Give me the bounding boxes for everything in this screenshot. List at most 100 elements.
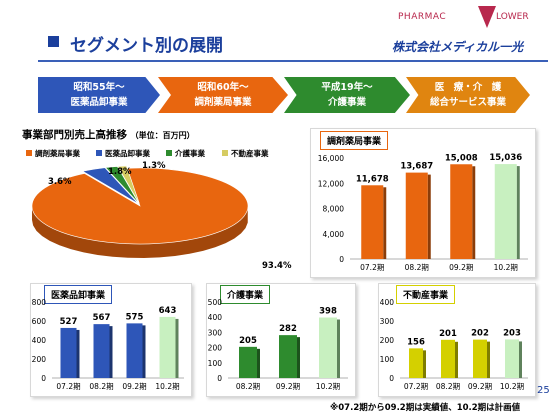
- bar: [279, 335, 297, 378]
- bar-value-label: 282: [279, 324, 297, 334]
- legend-label: 介護事業: [175, 149, 205, 158]
- pie-value-label: 1.8%: [108, 167, 132, 177]
- x-tick-label: 07.2期: [56, 382, 80, 391]
- bar: [319, 317, 337, 378]
- bar: [505, 339, 519, 378]
- bar-value-label: 11,678: [356, 174, 389, 184]
- bar-value-label: 527: [60, 317, 78, 327]
- timeline-step-care: 平成19年〜 介護事業: [284, 77, 410, 113]
- panel-title-care: 介護事業: [220, 285, 271, 304]
- page-number: 25: [537, 385, 550, 396]
- legend-item-wholesale: 医薬品卸事業: [96, 148, 150, 159]
- bar-side: [427, 174, 431, 259]
- x-tick-label: 10.2期: [494, 263, 518, 272]
- y-tick-label: 200: [208, 344, 223, 353]
- bar-value-label: 575: [126, 312, 144, 322]
- logo-text-left: PHARMAC: [398, 12, 447, 22]
- bar-chart-wholesale: 0 200 400 600 800 527 07.2期 567 08.2期 575 09.2期 643…: [32, 298, 184, 391]
- header-divider: [38, 60, 548, 62]
- bar: [361, 185, 384, 259]
- bar-side: [337, 319, 340, 378]
- pie-section-title: 事業部門別売上高推移 （単位：百万円）: [22, 127, 195, 142]
- bar: [126, 323, 143, 378]
- legend-swatch: [26, 150, 32, 156]
- timeline-business: 調剤薬局事業: [194, 97, 252, 108]
- timeline-step-general: 医 療・介 護 総合サービス事業: [406, 77, 530, 113]
- y-tick-label: 0: [389, 374, 394, 383]
- y-tick-label: 100: [208, 359, 223, 368]
- y-tick-label: 400: [208, 313, 223, 322]
- bar: [93, 324, 110, 378]
- bar-chart-pharmacy: 0 4,000 8,000 12,000 16,000 11,678 07.2期 13,687…: [318, 153, 528, 272]
- y-tick-label: 400: [32, 336, 47, 345]
- timeline-business: 介護事業: [327, 97, 366, 108]
- legend-label: 医薬品卸事業: [105, 149, 150, 158]
- bar: [473, 339, 487, 378]
- bar-value-label: 203: [503, 328, 521, 338]
- pie-slice-side: [32, 205, 248, 258]
- bar: [405, 172, 428, 259]
- bar-side: [472, 166, 476, 259]
- bar: [60, 327, 77, 378]
- bar-side: [383, 187, 387, 259]
- page-title: セグメント別の展開: [70, 36, 223, 56]
- pie-slice: [31, 167, 249, 245]
- pie-value-label: 93.4%: [262, 261, 292, 271]
- legend-label: 調剤薬局事業: [35, 149, 80, 158]
- pie-title: 事業部門別売上高推移: [22, 129, 127, 141]
- y-tick-label: 300: [380, 317, 395, 326]
- bar-side: [297, 337, 300, 378]
- bar-value-label: 15,008: [445, 153, 478, 163]
- timeline-step-wholesale: 昭和55年〜 医薬品卸事業: [38, 77, 160, 113]
- bar: [159, 316, 176, 378]
- y-tick-label: 200: [32, 355, 47, 364]
- timeline-era: 昭和55年〜: [73, 82, 125, 93]
- pie-slice: [117, 165, 140, 204]
- legend-item-realestate: 不動産事業: [222, 148, 269, 159]
- y-tick-label: 0: [41, 374, 46, 383]
- panel-title-pharmacy: 調剤薬局事業: [320, 131, 389, 150]
- pie-value-label: 3.6%: [48, 177, 72, 187]
- legend-swatch: [166, 150, 172, 156]
- legend-swatch: [222, 150, 228, 156]
- bar-value-label: 567: [93, 313, 111, 323]
- bar-side: [423, 350, 426, 378]
- legend-item-care: 介護事業: [166, 148, 205, 159]
- x-tick-label: 08.2期: [89, 382, 113, 391]
- bar-side: [142, 325, 146, 378]
- y-tick-label: 4,000: [323, 230, 345, 239]
- legend-swatch: [96, 150, 102, 156]
- timeline-step-pharmacy: 昭和60年〜 調剤薬局事業: [158, 77, 288, 113]
- footnote: ※07.2期から09.2期は実績値、10.2期は計画値: [330, 403, 521, 413]
- pie-unit: （単位：百万円）: [130, 131, 195, 140]
- x-tick-label: 10.2期: [155, 382, 179, 391]
- x-tick-label: 08.2期: [405, 263, 429, 272]
- bar-side: [516, 166, 520, 259]
- bar-value-label: 202: [471, 329, 489, 339]
- x-tick-label: 08.2期: [236, 382, 260, 391]
- y-tick-label: 16,000: [318, 154, 344, 163]
- bar-side: [76, 329, 80, 378]
- company-name: 株式会社メディカル一光: [392, 40, 524, 54]
- y-tick-label: 500: [208, 298, 223, 307]
- x-tick-label: 08.2期: [436, 382, 460, 391]
- bar-value-label: 205: [239, 336, 257, 346]
- bar: [450, 164, 473, 259]
- y-tick-label: 300: [208, 328, 223, 337]
- bar-side: [109, 326, 113, 378]
- bar-side: [519, 341, 522, 378]
- bar-side: [175, 318, 179, 378]
- pie-slice: [81, 167, 139, 205]
- x-tick-label: 09.2期: [468, 382, 492, 391]
- y-tick-label: 400: [380, 298, 395, 307]
- x-tick-label: 09.2期: [276, 382, 300, 391]
- x-tick-label: 09.2期: [449, 263, 473, 272]
- bar-side: [455, 341, 458, 378]
- panel-title-wholesale: 医薬品卸事業: [44, 285, 113, 304]
- logo-flower-icon: [478, 6, 496, 28]
- bar: [494, 164, 517, 259]
- bar-value-label: 15,036: [489, 153, 522, 163]
- y-tick-label: 12,000: [318, 179, 344, 188]
- y-tick-label: 600: [32, 317, 47, 326]
- x-tick-label: 07.2期: [360, 263, 384, 272]
